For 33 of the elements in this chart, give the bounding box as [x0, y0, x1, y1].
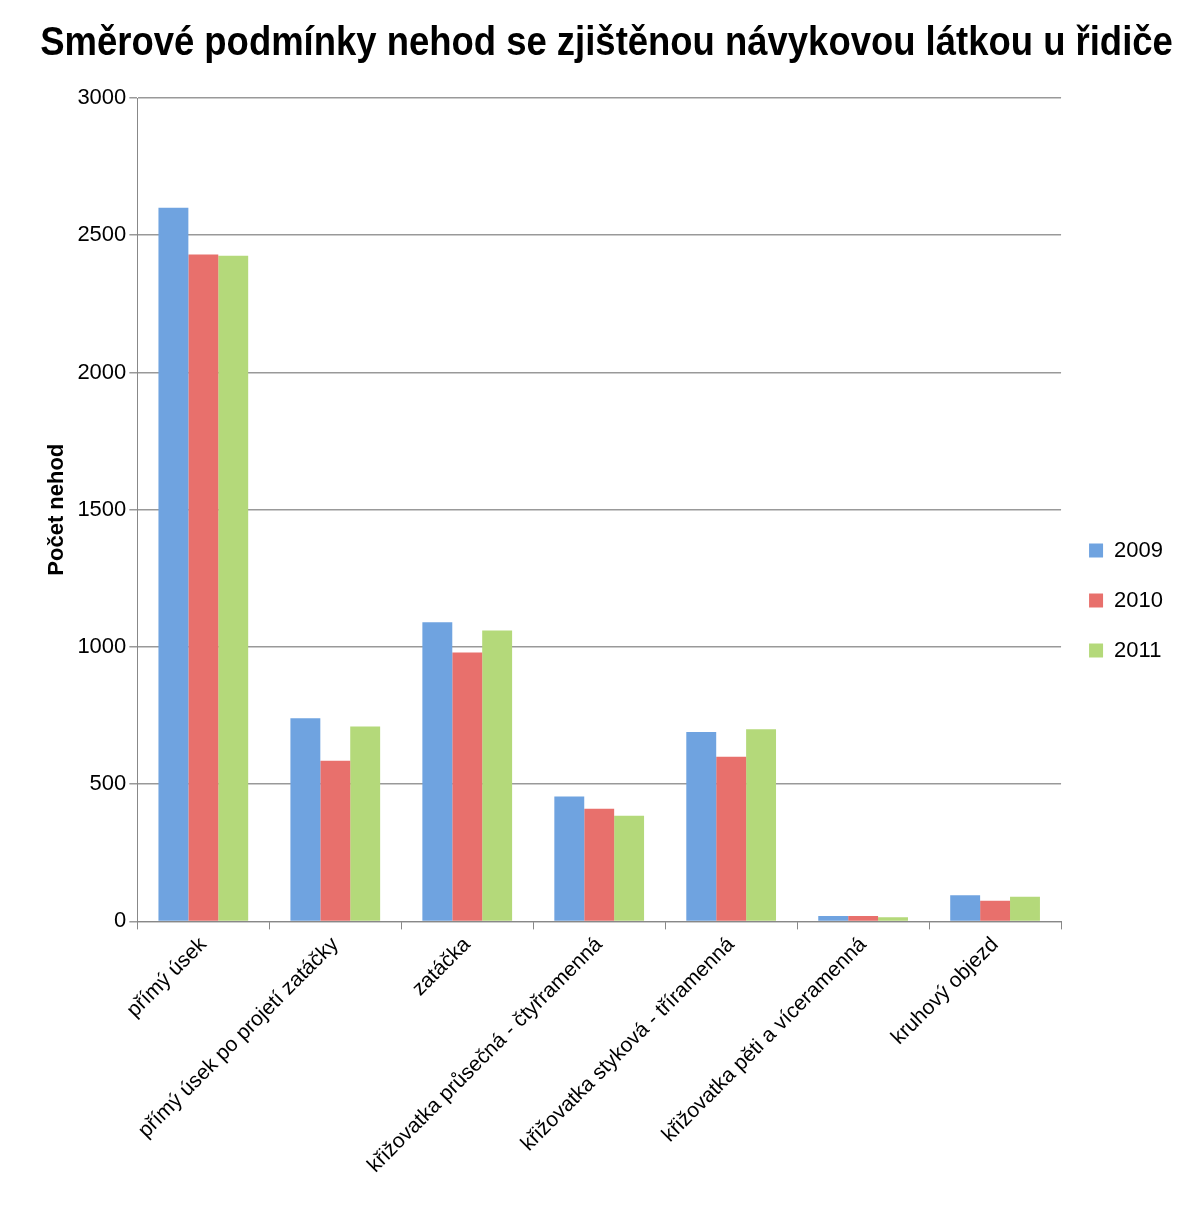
bar — [614, 815, 645, 921]
y-axis-title: Počet nehod — [43, 443, 69, 576]
y-tick-label: 500 — [89, 770, 127, 796]
bar — [818, 915, 849, 921]
y-tick-label: 2000 — [77, 358, 127, 384]
bar — [422, 622, 453, 921]
bar — [716, 756, 747, 921]
bar — [554, 796, 585, 921]
bar — [218, 255, 249, 921]
y-tick-label: 1000 — [77, 633, 127, 658]
legend-label: 2011 — [1114, 636, 1162, 662]
bar — [320, 760, 351, 921]
bar — [686, 732, 717, 921]
bar — [188, 254, 219, 921]
legend-label: 2010 — [1114, 586, 1164, 612]
bar — [878, 917, 908, 921]
bar — [746, 729, 777, 921]
bar — [584, 808, 615, 921]
bar — [452, 652, 483, 921]
bar — [848, 915, 879, 921]
chart-title: Směrové podmínky nehod se zjištěnou návykovou látkou u řidiče — [40, 18, 1173, 64]
bar — [290, 718, 321, 921]
bar — [482, 630, 513, 921]
y-tick-label: 2500 — [77, 221, 127, 247]
y-tick-label: 0 — [114, 907, 127, 933]
legend-label: 2009 — [1114, 536, 1164, 562]
bar — [980, 900, 1011, 921]
bar — [350, 726, 381, 921]
y-tick-label: 3000 — [77, 84, 127, 110]
bar — [950, 895, 981, 921]
bar — [1010, 896, 1040, 921]
bar — [158, 207, 189, 921]
y-tick-label: 1500 — [77, 495, 127, 521]
